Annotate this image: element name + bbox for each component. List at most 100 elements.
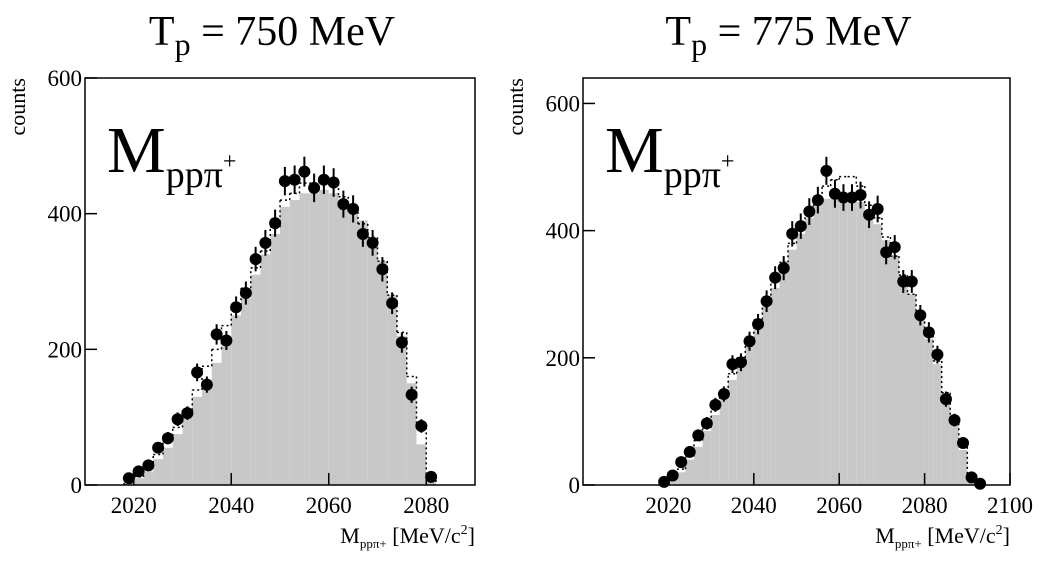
panel: 0 200 400 600 2020 2040 2060 2080 Tp = 750 MeV Mp…: [5, 9, 476, 551]
data-point: [803, 205, 816, 218]
data-point: [957, 437, 970, 450]
data-point: [666, 469, 679, 482]
data-point: [337, 198, 350, 211]
data-point: [161, 432, 174, 445]
histogram-bin: [231, 315, 241, 485]
histogram-bin: [745, 345, 754, 485]
x-tick-label: 2080: [403, 493, 449, 518]
histogram-bin: [711, 415, 720, 485]
histogram-bin: [299, 193, 310, 486]
histogram-bin: [241, 298, 251, 485]
data-point: [683, 445, 696, 458]
histogram-bin: [338, 200, 349, 485]
data-point: [871, 203, 884, 216]
data-point: [386, 297, 399, 310]
histogram-bin: [933, 364, 942, 485]
data-point: [356, 228, 369, 241]
histogram-bin: [387, 295, 397, 485]
data-point: [692, 429, 705, 442]
histogram-bin: [702, 430, 712, 485]
data-point: [752, 318, 765, 331]
histogram-bin: [270, 234, 280, 485]
data-point: [675, 456, 688, 469]
x-axis-label: Mppπ+ [MeV/c2]: [340, 523, 475, 551]
data-point: [191, 366, 204, 379]
histogram-bin: [182, 417, 193, 485]
histogram-bin: [924, 338, 934, 485]
data-point: [897, 275, 910, 288]
data-point: [820, 164, 833, 177]
annotation-sup: +: [223, 149, 237, 175]
data-point: [259, 236, 272, 249]
data-point: [914, 309, 927, 322]
histogram-bin: [779, 268, 788, 485]
histogram-bin: [958, 450, 968, 485]
y-tick-label: 400: [48, 202, 83, 227]
histogram-bin: [728, 380, 737, 485]
x-tick-label: 2040: [731, 493, 777, 518]
histogram-bin: [192, 396, 202, 485]
histogram-bin: [377, 261, 388, 485]
histogram-bin: [202, 383, 212, 485]
title-main: T: [665, 9, 691, 55]
x-label-sub: ppπ+: [360, 536, 387, 551]
histogram-bin: [676, 472, 686, 485]
data-point: [220, 334, 233, 347]
annotation-sup: +: [721, 149, 735, 175]
histogram-bin: [426, 481, 436, 485]
data-point: [200, 378, 213, 391]
x-label-rest: [MeV/c: [387, 523, 461, 548]
x-tick-label: 2040: [208, 493, 254, 518]
histogram-bin: [397, 335, 407, 485]
title-rest: = 750 MeV: [191, 9, 396, 55]
data-point: [308, 181, 321, 194]
x-label-end: ]: [468, 523, 475, 548]
histogram-bin: [153, 459, 163, 485]
y-tick-label: 200: [48, 337, 83, 362]
histogram-bin: [685, 459, 695, 485]
x-label-main: M: [340, 523, 360, 548]
histogram-bin: [309, 193, 319, 486]
data-point: [269, 217, 282, 230]
data-point: [863, 208, 876, 221]
data-point: [905, 275, 918, 288]
annotation: Mppπ+: [605, 114, 734, 196]
data-point: [122, 472, 135, 485]
histogram-bin: [143, 471, 154, 485]
data-point: [249, 253, 262, 266]
title-rest: = 775 MeV: [707, 9, 912, 55]
histogram-bin: [805, 217, 814, 485]
data-point: [888, 241, 901, 254]
annotation-main: M: [107, 114, 166, 187]
data-point: [811, 194, 824, 207]
data-point: [347, 202, 360, 215]
data-point: [366, 236, 379, 249]
histogram-bin: [668, 479, 677, 485]
x-label-sup: 2: [461, 523, 468, 538]
histogram-bin: [787, 249, 797, 485]
data-point: [794, 220, 807, 233]
histogram-bin: [172, 434, 183, 485]
histogram-bin: [770, 287, 780, 485]
data-point: [948, 414, 961, 427]
data-point: [786, 227, 799, 240]
histogram-bin: [416, 444, 427, 485]
data-point: [769, 271, 782, 284]
data-point: [760, 295, 773, 308]
data-point: [230, 301, 243, 314]
title-sub: p: [691, 26, 707, 62]
histogram-bin: [890, 256, 899, 485]
x-tick-label: 2100: [987, 493, 1033, 518]
histogram-bin: [163, 447, 173, 485]
data-point: [405, 388, 418, 401]
annotation: Mppπ+: [107, 114, 236, 196]
data-point: [922, 326, 935, 339]
x-tick-label: 2020: [111, 493, 157, 518]
histogram-bin: [736, 364, 746, 485]
histogram-bin: [319, 189, 329, 486]
histogram-bin: [873, 224, 882, 485]
title-sub: p: [175, 26, 191, 62]
data-point: [171, 413, 184, 426]
data-point: [743, 335, 756, 348]
